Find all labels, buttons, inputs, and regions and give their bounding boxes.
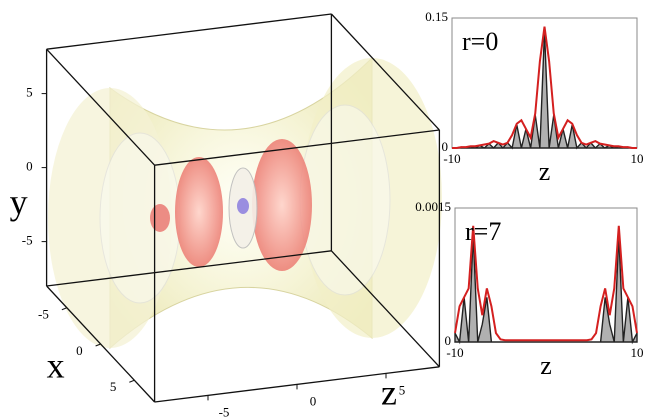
- x-axis-label: z: [540, 351, 552, 380]
- box-edge: [47, 14, 332, 49]
- x-tick-label: 0: [76, 343, 83, 358]
- y-tick-label: -5: [22, 233, 33, 248]
- x-axis-label: x: [47, 345, 65, 385]
- z-tick-label: 5: [399, 382, 406, 397]
- y-tick-label: 0.15: [425, 9, 448, 24]
- x-tick-label: 10: [631, 151, 644, 166]
- chart-title: r=0: [462, 27, 498, 56]
- inner-surface: [300, 105, 390, 295]
- center-blob: [237, 198, 249, 214]
- red-lobe: [175, 157, 223, 267]
- x-tick-label: -5: [38, 307, 49, 322]
- red-lobe: [252, 139, 312, 271]
- series-area: [455, 235, 637, 342]
- x-axis-label: z: [539, 157, 551, 186]
- chart-title: r=7: [465, 217, 501, 246]
- x-tick-label: 5: [110, 379, 117, 394]
- z-tick-label: -5: [219, 404, 230, 419]
- x-tick-label: -10: [443, 151, 460, 166]
- y-axis-label: y: [10, 182, 28, 222]
- z-axis-label: z: [381, 373, 397, 413]
- side-blob: [150, 204, 170, 232]
- y-tick-label: 0.0015: [415, 199, 451, 214]
- z-tick-label: 0: [310, 393, 317, 408]
- figure: -505-505-505yxz 00.15-1010r=0z 00.0015-1…: [0, 0, 652, 419]
- x-tick-label: 10: [631, 345, 644, 360]
- y-tick-label: 0: [26, 159, 33, 174]
- x-tick-label: -10: [446, 345, 463, 360]
- y-tick-label: 5: [26, 85, 33, 100]
- x-tick: [129, 380, 134, 382]
- page: -505-505-505yxz 00.15-1010r=0z 00.0015-1…: [0, 0, 652, 419]
- isosurface-render: [48, 58, 442, 348]
